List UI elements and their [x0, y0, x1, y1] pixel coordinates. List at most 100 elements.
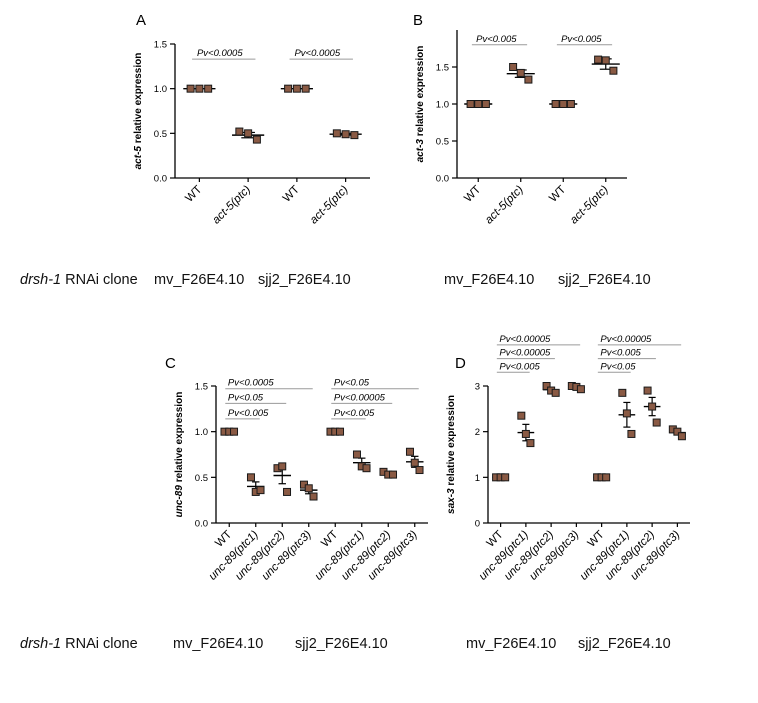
panel-letter: C	[165, 355, 176, 372]
y-tick-label: 2	[475, 427, 480, 438]
data-point	[244, 129, 253, 138]
y-axis-label-gene: act-3	[415, 139, 426, 163]
data-point	[336, 427, 345, 436]
significance-label: Pv<0.0005	[197, 48, 243, 59]
x-category-label: act-5(ptc)	[568, 184, 611, 227]
data-point	[516, 68, 525, 77]
y-axis-label: sax-3 relative expression	[446, 395, 457, 514]
data-point	[230, 427, 239, 436]
y-axis-label: act-3 relative expression	[415, 46, 426, 163]
x-category-label: act-5(ptc)	[308, 184, 351, 227]
data-point	[648, 402, 657, 411]
y-tick-label: 0.0	[195, 519, 208, 530]
caption-rnai: RNAi clone	[61, 272, 138, 288]
data-point	[309, 492, 318, 501]
y-tick-label: 0	[475, 519, 480, 530]
data-point	[622, 409, 631, 418]
significance-label: Pv<0.05	[228, 392, 264, 403]
data-point	[204, 84, 213, 93]
significance-label: Pv<0.00005	[334, 392, 386, 403]
significance-label: Pv<0.00005	[499, 334, 551, 345]
data-point	[284, 84, 293, 93]
x-category-label: WT	[547, 184, 568, 205]
y-tick-label: 1.0	[195, 427, 208, 438]
x-category-label: WT	[281, 184, 302, 205]
panel-letter: A	[136, 12, 146, 29]
y-tick-label: 1.0	[154, 84, 167, 95]
y-axis-label-rest: relative expression	[415, 46, 426, 139]
x-category-label: WT	[462, 184, 483, 205]
significance-label: Pv<0.00005	[600, 334, 652, 345]
y-axis-label-rest: relative expression	[133, 53, 144, 146]
significance-label: Pv<0.005	[561, 34, 602, 45]
significance-label: Pv<0.0005	[294, 48, 340, 59]
data-point	[594, 55, 603, 64]
data-point	[246, 473, 255, 482]
data-point	[292, 84, 301, 93]
x-category-label: WT	[485, 529, 506, 550]
data-point	[609, 66, 618, 75]
y-tick-label: 3	[475, 382, 480, 393]
x-category-label: WT	[183, 184, 204, 205]
y-tick-label: 0.0	[154, 174, 167, 185]
significance-label: Pv<0.005	[476, 34, 517, 45]
y-axis-label: act-5 relative expression	[133, 53, 144, 170]
caption-gene: drsh-1	[20, 636, 62, 652]
data-point	[195, 84, 204, 93]
data-point	[481, 100, 490, 108]
data-point	[551, 100, 560, 108]
panel-a: A 0.0 0.5 1.0 1.5 act-5 relative expression WT…	[133, 12, 370, 226]
data-point	[526, 439, 535, 448]
data-point	[352, 450, 361, 459]
y-tick-label: 0.5	[154, 129, 167, 140]
data-point	[524, 75, 533, 84]
data-point	[627, 429, 636, 438]
data-point	[256, 486, 265, 495]
data-point	[466, 100, 475, 108]
caption-clone-sjj2-a: sjj2_F26E4.10	[258, 272, 351, 288]
data-point	[542, 382, 551, 390]
y-axis-label-gene: act-5	[133, 146, 144, 170]
significance-label: Pv<0.005	[334, 408, 375, 419]
y-tick-label: 1.5	[436, 63, 449, 74]
data-point	[652, 418, 661, 427]
data-point	[677, 432, 686, 441]
significance-label: Pv<0.05	[600, 361, 636, 372]
x-category-label: WT	[213, 529, 234, 550]
y-tick-label: 1.5	[154, 40, 167, 51]
data-point	[301, 84, 310, 93]
caption-clone-mv-b: mv_F26E4.10	[444, 272, 535, 288]
caption-clone-sjj2-b: sjj2_F26E4.10	[558, 272, 651, 288]
y-tick-label: 1.0	[436, 100, 449, 111]
data-point	[517, 411, 526, 420]
x-category-label: act-5(ptc)	[210, 184, 253, 227]
y-axis-label: unc-89 relative expression	[174, 392, 185, 518]
panel-b: B 0.0 0.5 1.0 1.5 act-3 relative expression WT…	[413, 12, 627, 226]
data-point	[673, 427, 682, 436]
data-point	[341, 130, 350, 139]
data-point	[618, 388, 627, 397]
data-point	[235, 127, 244, 136]
data-point	[501, 473, 510, 482]
data-point	[332, 129, 341, 138]
significance-label: Pv<0.05	[334, 378, 370, 389]
y-axis-label-rest: relative expression	[446, 395, 457, 488]
panel-c: C 0.0 0.5 1.0 1.5 unc-89 relative expression W…	[165, 355, 428, 583]
y-axis-label-gene: sax-3	[446, 488, 457, 514]
x-category-label: WT	[319, 529, 340, 550]
data-point	[304, 484, 313, 493]
caption-bottom-left-rnai: drsh-1 RNAi clone	[20, 636, 138, 652]
y-tick-label: 1.5	[195, 382, 208, 393]
data-point	[509, 63, 518, 71]
y-tick-label: 0.0	[436, 174, 449, 185]
caption-gene: drsh-1	[20, 272, 62, 288]
significance-label: Pv<0.005	[228, 408, 269, 419]
significance-label: Pv<0.005	[499, 361, 540, 372]
y-tick-label: 0.5	[195, 473, 208, 484]
data-point	[602, 473, 611, 482]
x-category-label: WT	[586, 529, 607, 550]
caption-clone-mv-a: mv_F26E4.10	[154, 272, 245, 288]
data-point	[601, 56, 610, 65]
